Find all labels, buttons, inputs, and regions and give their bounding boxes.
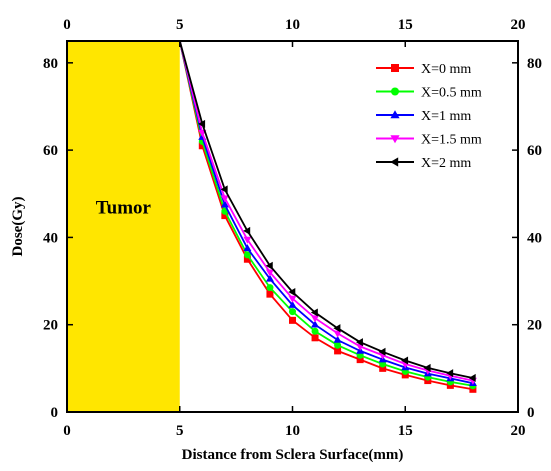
marker-square	[243, 255, 251, 263]
marker-triangle-up	[333, 335, 342, 343]
y-tick-label: 0	[51, 405, 59, 421]
y-tick-label: 80	[43, 56, 58, 72]
marker-triangle-down	[288, 295, 297, 303]
series-line	[178, 40, 474, 379]
y-axis-title: Dose(Gy)	[10, 197, 26, 257]
legend-item: X=2 mm	[376, 156, 471, 171]
legend-label: X=0.5 mm	[421, 86, 482, 101]
marker-triangle-left	[378, 347, 386, 356]
y-tick-label: 60	[43, 143, 58, 159]
marker-triangle-left	[390, 157, 399, 167]
marker-triangle-down	[390, 135, 400, 144]
x-tick-label: 10	[285, 423, 300, 439]
right-tick-label: 60	[527, 143, 542, 159]
marker-circle	[243, 251, 251, 259]
series-4	[178, 40, 476, 382]
top-tick-label: 10	[285, 17, 300, 33]
marker-triangle-left	[401, 356, 409, 365]
series-line	[178, 40, 474, 385]
marker-triangle-down	[220, 195, 229, 203]
marker-triangle-left	[310, 308, 318, 317]
legend-item: X=1 mm	[376, 109, 471, 124]
marker-triangle-left	[446, 369, 454, 378]
marker-triangle-up	[243, 244, 252, 252]
marker-square	[379, 364, 387, 372]
top-tick-label: 15	[398, 17, 413, 33]
marker-circle	[391, 87, 399, 96]
top-tick-label: 20	[511, 17, 526, 33]
marker-circle	[266, 284, 274, 292]
marker-square	[311, 334, 319, 342]
legend-item: X=0.5 mm	[376, 86, 482, 101]
marker-triangle-up	[311, 320, 320, 328]
marker-triangle-up	[390, 110, 400, 119]
legend-item: X=1.5 mm	[376, 133, 482, 148]
series-2	[178, 40, 477, 386]
marker-triangle-down	[333, 330, 342, 338]
marker-triangle-left	[468, 373, 476, 382]
marker-triangle-left	[333, 324, 341, 333]
x-tick-label: 5	[176, 423, 184, 439]
marker-square	[198, 142, 206, 150]
x-tick-label: 15	[398, 423, 413, 439]
marker-triangle-down	[265, 269, 274, 277]
marker-triangle-left	[243, 226, 251, 235]
x-tick-label: 0	[63, 423, 71, 439]
marker-triangle-up	[288, 300, 297, 308]
marker-triangle-left	[288, 287, 296, 296]
marker-triangle-left	[220, 185, 228, 194]
series-layer	[178, 40, 477, 393]
marker-triangle-left	[355, 338, 363, 347]
marker-triangle-left	[423, 363, 431, 372]
series-line	[178, 40, 474, 382]
legend-label: X=1 mm	[421, 109, 471, 124]
marker-square	[356, 356, 364, 364]
marker-square	[391, 64, 399, 72]
x-tick-label: 20	[511, 423, 526, 439]
marker-circle	[289, 308, 296, 316]
right-tick-label: 80	[527, 56, 542, 72]
legend-label: X=1.5 mm	[421, 133, 482, 148]
marker-square	[221, 212, 229, 220]
legend-label: X=2 mm	[421, 156, 471, 171]
marker-square	[266, 290, 274, 298]
top-tick-label: 5	[176, 17, 184, 33]
tumor-region	[67, 41, 180, 412]
legend-item: X=0 mm	[376, 62, 471, 77]
legend-label: X=0 mm	[421, 62, 471, 77]
x-axis-title: Distance from Sclera Surface(mm)	[182, 447, 404, 463]
marker-triangle-left	[265, 261, 273, 270]
right-tick-label: 40	[527, 230, 542, 246]
top-tick-label: 0	[63, 17, 71, 33]
marker-triangle-up	[220, 200, 229, 208]
marker-triangle-down	[243, 236, 252, 244]
series-3	[178, 40, 477, 385]
right-tick-label: 0	[527, 405, 535, 421]
marker-square	[289, 316, 296, 324]
marker-triangle-up	[265, 274, 274, 282]
marker-circle	[334, 341, 342, 349]
marker-circle	[311, 327, 319, 335]
series-line	[178, 40, 474, 391]
marker-triangle-down	[311, 315, 320, 323]
y-tick-label: 20	[43, 318, 58, 334]
tumor-label: Tumor	[96, 197, 152, 218]
legend: X=0 mm X=0.5 mm X=1 mm X=1.5 mm X=2 mm	[376, 62, 482, 171]
right-tick-label: 20	[527, 318, 542, 334]
marker-triangle-left	[198, 119, 206, 128]
marker-square	[334, 347, 342, 355]
y-tick-label: 40	[43, 230, 58, 246]
